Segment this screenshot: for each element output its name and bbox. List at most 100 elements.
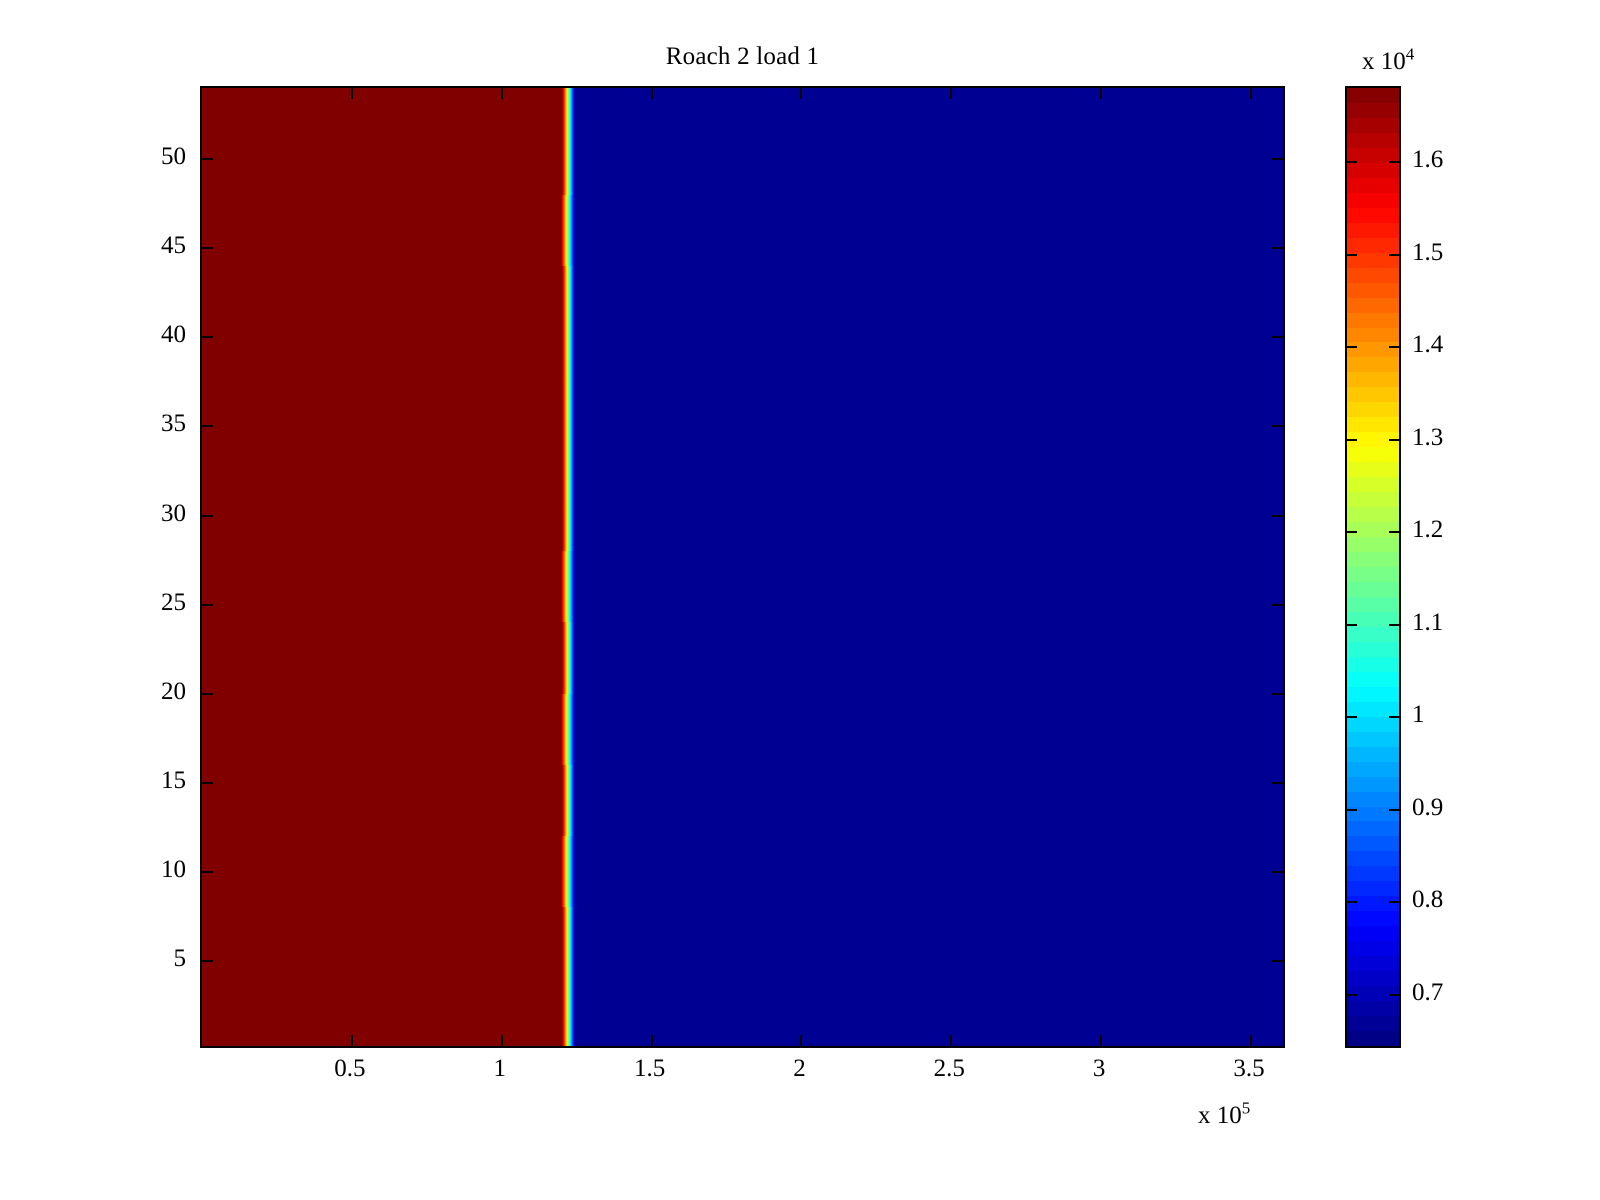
heatmap-transition-band: [561, 604, 575, 624]
colorbar-band: [1347, 730, 1399, 747]
colorbar-tick: [1389, 531, 1399, 533]
heatmap-high-region: [202, 1014, 562, 1033]
heatmap-row: [202, 123, 1283, 143]
heatmap-transition-band: [561, 230, 575, 249]
colorbar-band: [1347, 311, 1399, 328]
colorbar-band: [1347, 745, 1399, 762]
heatmap-low-region: [575, 266, 1283, 285]
heatmap-low-region: [574, 854, 1283, 873]
x-axis-tick: [350, 88, 353, 99]
heatmap-row: [202, 1014, 1283, 1033]
colorbar-band: [1347, 491, 1399, 508]
colorbar-band: [1347, 670, 1399, 687]
colorbar-band: [1347, 955, 1399, 972]
colorbar-band: [1347, 296, 1399, 313]
heatmap-high-region: [202, 105, 562, 125]
heatmap-transition-band: [561, 248, 575, 267]
colorbar-band: [1347, 880, 1399, 897]
colorbar-tick-label: 0.9: [1412, 793, 1444, 821]
colorbar-tick-label: 1.3: [1412, 423, 1444, 451]
heatmap-low-region: [574, 586, 1283, 606]
heatmap-high-region: [202, 479, 562, 499]
heatmap-transition-band: [561, 1014, 576, 1033]
y-axis-tick: [1272, 514, 1283, 517]
heatmap-low-region: [575, 764, 1283, 784]
colorbar-band: [1347, 625, 1399, 642]
heatmap-transition-band: [561, 764, 576, 784]
heatmap-low-region: [575, 675, 1283, 695]
heatmap-high-region: [202, 373, 562, 392]
colorbar-tick: [1347, 346, 1357, 348]
heatmap-row: [202, 248, 1283, 267]
heatmap-high-region: [202, 355, 562, 374]
heatmap-transition-band: [561, 551, 575, 570]
y-axis-tick: [1272, 781, 1283, 784]
x-exponent-power: 5: [1241, 1098, 1251, 1118]
heatmap-transition-band: [561, 622, 576, 641]
heatmap-high-region: [202, 426, 562, 445]
heatmap-row: [202, 747, 1283, 766]
y-axis-tick: [202, 158, 213, 161]
colorbar-band: [1347, 550, 1399, 567]
heatmap-transition-band: [561, 907, 575, 926]
heatmap-transition-band: [561, 141, 576, 160]
heatmap-low-region: [574, 212, 1283, 232]
colorbar-band: [1347, 1029, 1399, 1046]
heatmap-transition-band: [561, 266, 576, 285]
heatmap-row: [202, 479, 1283, 499]
heatmap-low-region: [575, 1032, 1283, 1046]
heatmap-row: [202, 569, 1283, 588]
heatmap-transition-band: [561, 319, 576, 338]
colorbar-band: [1347, 326, 1399, 343]
colorbar-band: [1347, 461, 1399, 478]
heatmap-row: [202, 159, 1283, 178]
heatmap-high-region: [202, 764, 562, 784]
colorbar-band: [1347, 371, 1399, 388]
colorbar[interactable]: [1345, 86, 1401, 1048]
colorbar-tick-label: 1.5: [1412, 238, 1444, 266]
heatmap-high-region: [202, 551, 562, 570]
heatmap-high-region: [202, 818, 562, 837]
heatmap-high-region: [202, 141, 562, 160]
colorbar-band: [1347, 520, 1399, 538]
y-axis-tick-label: 30: [161, 499, 186, 527]
colorbar-band: [1347, 206, 1399, 223]
heatmap-transition-band: [561, 390, 575, 410]
heatmap-high-region: [202, 319, 562, 338]
x-axis-tick-label: 2: [793, 1055, 806, 1082]
heatmap-high-region: [202, 836, 562, 855]
heatmap-high-region: [202, 907, 562, 926]
heatmap-high-region: [202, 248, 562, 267]
colorbar-band: [1347, 984, 1399, 1002]
x-axis-tick: [800, 1035, 803, 1046]
heatmap-low-region: [575, 444, 1283, 463]
x-axis-tick: [500, 1035, 503, 1046]
heatmap-low-region: [574, 194, 1283, 214]
heatmap-low-region: [575, 355, 1283, 374]
heatmap-row: [202, 515, 1283, 534]
heatmap-axes[interactable]: [200, 86, 1285, 1048]
colorbar-exponent-mantissa: x 10: [1362, 48, 1406, 75]
colorbar-band: [1347, 595, 1399, 612]
heatmap-row: [202, 925, 1283, 944]
y-axis-tick-label: 15: [161, 766, 186, 794]
heatmap-low-region: [575, 159, 1283, 178]
heatmap-transition-band: [561, 675, 576, 695]
heatmap-high-region: [202, 337, 562, 356]
heatmap-row: [202, 533, 1283, 552]
y-axis-tick-label: 20: [161, 677, 186, 705]
colorbar-band: [1347, 1014, 1399, 1032]
heatmap-high-region: [202, 497, 562, 517]
heatmap-row: [202, 230, 1283, 249]
heatmap-transition-band: [561, 925, 575, 944]
heatmap-transition-band: [561, 194, 575, 214]
heatmap-transition-band: [561, 711, 575, 730]
heatmap-low-region: [575, 925, 1283, 944]
heatmap-row: [202, 283, 1283, 303]
heatmap-low-region: [575, 818, 1283, 837]
y-axis-tick: [1272, 247, 1283, 250]
colorbar-band: [1347, 341, 1399, 358]
heatmap-high-region: [202, 569, 562, 588]
heatmap-high-region: [202, 693, 562, 713]
